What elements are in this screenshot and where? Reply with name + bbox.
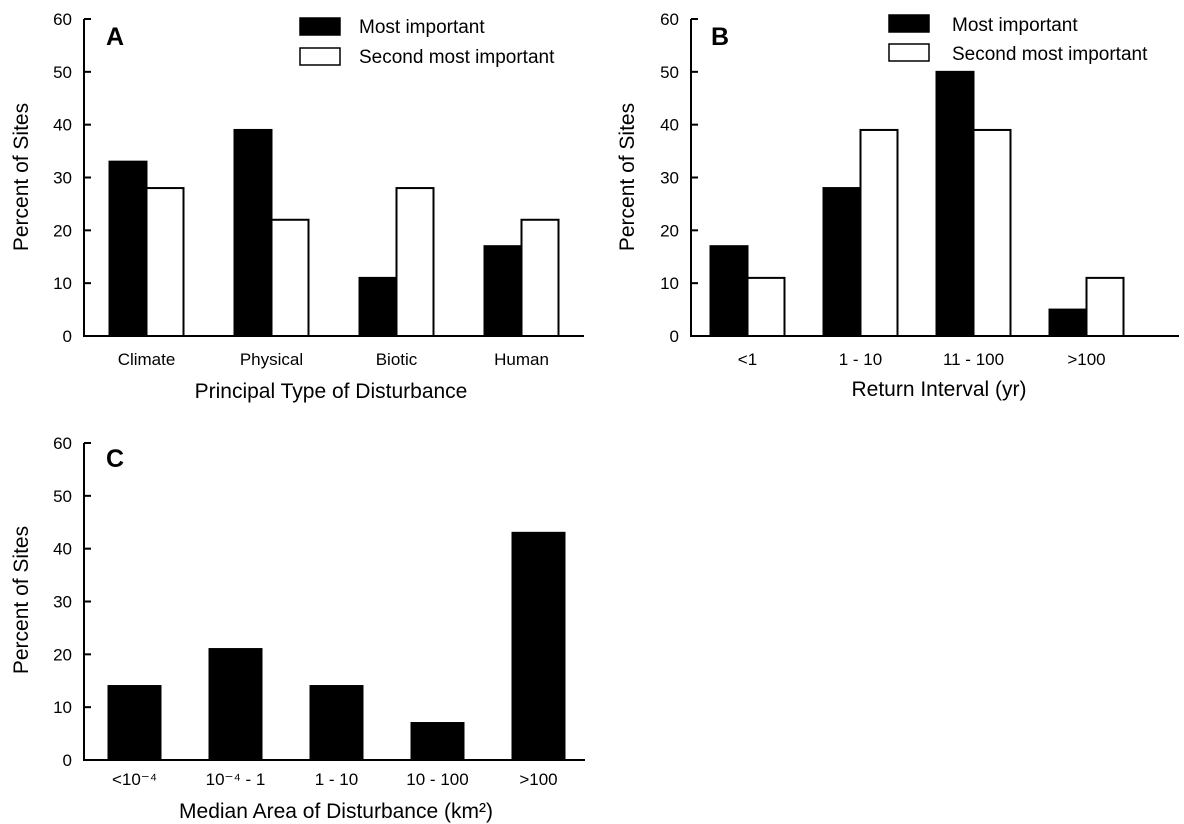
panel-c-y-ticks: 0 10 20 30 40 50 60	[53, 434, 91, 770]
panel-c: C 0 10 20 30 40 50 60 <10⁻⁴ 10⁻⁴ - 1 1 - 10 10 - …	[10, 434, 585, 823]
panel-a-bar	[108, 160, 148, 337]
panel-b-y-tick-label: 40	[660, 116, 679, 135]
panel-b-category-label: >100	[1067, 350, 1105, 369]
panel-a-y-ticks: 0 10 20 30 40 50 60	[53, 10, 91, 346]
panel-b-y-tick-label: 60	[660, 10, 679, 29]
panel-b-category-label: <1	[738, 350, 757, 369]
panel-b-y-axis-title: Percent of Sites	[616, 103, 639, 251]
panel-b-x-axis-title: Return Interval (yr)	[851, 378, 1026, 401]
panel-b-bar	[972, 128, 1012, 337]
panel-c-bar	[511, 531, 566, 761]
panel-b-letter: B	[711, 23, 729, 51]
panel-c-category-label: 10⁻⁴ - 1	[206, 770, 266, 789]
panel-a-y-tick-label: 10	[53, 274, 72, 293]
panel-b-bar	[822, 187, 862, 337]
panel-c-x-axis-title: Median Area of Disturbance (km²)	[179, 800, 493, 823]
panel-a-bar	[483, 245, 523, 337]
panel-c-y-tick-label: 50	[53, 487, 72, 506]
panel-a-y-tick-label: 30	[53, 169, 72, 188]
panel-a-category-label: Biotic	[376, 350, 418, 369]
panel-b-y-tick-label: 50	[660, 63, 679, 82]
panel-c-bars	[107, 531, 566, 761]
panel-c-bar	[107, 685, 162, 761]
panel-a-category-label: Human	[494, 350, 549, 369]
panel-a-x-axis-title: Principal Type of Disturbance	[195, 380, 468, 403]
panel-c-y-tick-label: 10	[53, 698, 72, 717]
panel-a-bar	[145, 187, 185, 337]
panel-c-y-tick-label: 30	[53, 593, 72, 612]
panel-b-bar	[1048, 308, 1088, 338]
panel-c-category-labels: <10⁻⁴ 10⁻⁴ - 1 1 - 10 10 - 100 >100	[112, 770, 558, 789]
panel-a-y-tick-label: 50	[53, 63, 72, 82]
panel-a-axes	[83, 19, 584, 337]
panel-c-y-tick-label: 40	[53, 540, 72, 559]
panel-a-y-axis-title: Percent of Sites	[10, 103, 33, 251]
panel-a: A 0 10 20 30 40 50 60 Climate Physical Biotic Hum…	[10, 10, 584, 403]
panel-c-y-tick-label: 20	[53, 645, 72, 664]
panel-b-bar	[935, 70, 975, 337]
panel-b-y-tick-label: 30	[660, 169, 679, 188]
panel-c-y-tick-label: 60	[53, 434, 72, 453]
panel-c-category-label: <10⁻⁴	[112, 770, 157, 789]
panel-a-category-labels: Climate Physical Biotic Human	[118, 350, 549, 369]
panel-a-y-tick-label: 20	[53, 221, 72, 240]
panel-a-bar	[395, 187, 435, 337]
panel-a-legend: Most important Second most important	[299, 17, 555, 68]
panel-c-category-label: 1 - 10	[315, 770, 358, 789]
panel-a-y-tick-label: 40	[53, 116, 72, 135]
panel-a-bar	[520, 218, 560, 337]
panel-b-legend-swatch-most	[888, 14, 930, 33]
panel-c-bar	[410, 722, 465, 761]
panel-a-y-tick-label: 0	[63, 327, 72, 346]
panel-a-category-label: Physical	[240, 350, 303, 369]
panel-b-legend: Most important Second most important	[888, 14, 1148, 65]
panel-b-y-tick-label: 20	[660, 221, 679, 240]
panel-c-letter: C	[106, 445, 124, 473]
panel-a-bars	[108, 128, 560, 337]
panel-c-bar	[309, 685, 364, 761]
panel-a-bar	[270, 218, 310, 337]
panel-b-bar	[859, 128, 899, 337]
panel-a-legend-swatch-most	[299, 17, 341, 36]
panel-b-legend-swatch-second	[888, 43, 930, 62]
panel-b-bar	[1085, 276, 1125, 337]
panel-c-y-tick-label: 0	[63, 751, 72, 770]
panel-b-axes	[690, 19, 1179, 337]
panel-a-bar	[233, 128, 273, 337]
panel-b: B 0 10 20 30 40 50 60 <1 1 - 10 11 - 100 >100 Ret…	[616, 10, 1179, 401]
panel-a-letter: A	[106, 23, 124, 51]
panel-b-legend-second: Second most important	[952, 44, 1148, 65]
panel-b-legend-most: Most important	[952, 15, 1078, 36]
panel-c-category-label: 10 - 100	[406, 770, 468, 789]
panel-c-category-label: >100	[519, 770, 557, 789]
panel-b-y-ticks: 0 10 20 30 40 50 60	[660, 10, 698, 346]
panel-b-bar	[746, 276, 786, 337]
panel-b-bars	[709, 70, 1125, 338]
panel-b-category-label: 11 - 100	[943, 350, 1004, 369]
panel-c-axes	[83, 443, 585, 761]
panel-c-bar	[208, 648, 263, 761]
panel-b-bar	[709, 245, 749, 337]
panel-a-y-tick-label: 60	[53, 10, 72, 29]
panel-b-category-label: 1 - 10	[839, 350, 882, 369]
panel-b-category-labels: <1 1 - 10 11 - 100 >100	[738, 350, 1106, 369]
panel-a-legend-second: Second most important	[359, 47, 555, 68]
panel-a-legend-swatch-second	[299, 47, 341, 66]
panel-a-bar	[358, 276, 398, 337]
panel-b-y-tick-label: 10	[660, 274, 679, 293]
panel-c-y-axis-title: Percent of Sites	[10, 526, 33, 674]
panel-a-legend-most: Most important	[359, 17, 485, 38]
panel-a-category-label: Climate	[118, 350, 176, 369]
panel-b-y-tick-label: 0	[670, 327, 679, 346]
